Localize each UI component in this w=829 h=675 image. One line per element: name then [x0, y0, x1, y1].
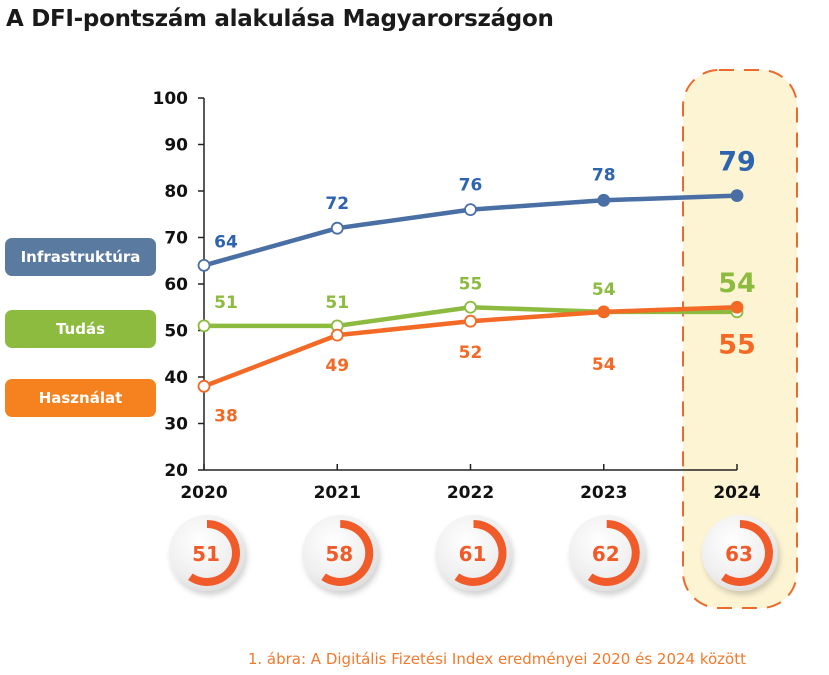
- data-point-infrastruktura: [730, 189, 744, 203]
- data-point-hasznalat: [330, 328, 344, 342]
- dfi-score-value: 58: [325, 542, 353, 566]
- data-label-tudas: 51: [214, 293, 238, 313]
- dfi-score-badge: 61: [435, 515, 512, 591]
- highlight-box-2024: [682, 69, 798, 609]
- legend-hasznalat: Használat: [5, 379, 156, 417]
- badge-arc: [321, 520, 374, 586]
- data-point-hasznalat: [464, 314, 477, 328]
- data-point-infrastruktura: [197, 258, 211, 272]
- figure-caption: 1. ábra: A Digitális Fizetési Index ered…: [247, 650, 746, 668]
- data-label-tudas: 54: [592, 280, 616, 300]
- data-label-infrastruktura: 79: [718, 147, 756, 178]
- data-point-hasznalat: [597, 305, 611, 319]
- y-tick-label: 80: [164, 182, 188, 202]
- x-tick-label: 2023: [580, 483, 627, 503]
- y-tick-label: 100: [153, 89, 189, 109]
- data-label-tudas: 54: [718, 268, 756, 299]
- data-point-infrastruktura: [597, 193, 611, 207]
- data-label-infrastruktura: 64: [214, 232, 238, 252]
- data-point-tudas: [197, 319, 211, 333]
- x-tick-label: 2022: [447, 483, 494, 503]
- badge-arc: [454, 520, 507, 586]
- y-tick-label: 30: [164, 415, 188, 435]
- chart-title: A DFI-pontszám alakulása Magyarországon: [6, 6, 554, 32]
- data-label-hasznalat: 55: [718, 329, 756, 360]
- data-label-infrastruktura: 78: [592, 165, 616, 185]
- data-label-hasznalat: 54: [592, 355, 616, 375]
- dfi-score-value: 63: [725, 542, 753, 566]
- data-point-infrastruktura: [464, 203, 477, 217]
- dfi-score-badge: 58: [302, 515, 379, 591]
- data-label-hasznalat: 49: [325, 356, 349, 376]
- y-tick-label: 50: [164, 322, 188, 342]
- badge-arc: [587, 520, 640, 586]
- data-label-hasznalat: 38: [214, 406, 238, 426]
- x-tick-label: 2021: [314, 483, 361, 503]
- legend-tudas: Tudás: [5, 310, 156, 348]
- dfi-score-badge: 51: [169, 515, 245, 591]
- data-label-infrastruktura: 76: [459, 176, 483, 196]
- legend-label-tudas: Tudás: [55, 320, 106, 338]
- y-tick-label: 70: [164, 229, 188, 249]
- data-point-hasznalat: [197, 379, 211, 393]
- dfi-score-value: 61: [459, 542, 487, 566]
- y-tick-label: 40: [164, 368, 188, 388]
- y-tick-label: 90: [164, 136, 188, 156]
- legend-infrastruktura: Infrastruktúra: [5, 238, 156, 276]
- data-point-infrastruktura: [330, 221, 344, 235]
- dfi-score-value: 51: [192, 542, 220, 566]
- data-label-infrastruktura: 72: [325, 194, 349, 214]
- dfi-score-badge: 62: [568, 515, 645, 591]
- badge-arc: [188, 520, 240, 586]
- badge-arc: [721, 520, 773, 586]
- data-point-hasznalat: [730, 300, 744, 314]
- legend-label-hasznalat: Használat: [38, 389, 123, 407]
- data-label-tudas: 55: [459, 274, 483, 294]
- dfi-score-badge: 63: [702, 515, 778, 591]
- data-point-tudas: [464, 300, 477, 314]
- data-label-tudas: 51: [325, 293, 349, 313]
- x-tick-label: 2020: [180, 483, 227, 503]
- x-tick-label: 2024: [713, 483, 760, 503]
- y-tick-label: 20: [164, 461, 188, 481]
- data-label-hasznalat: 52: [459, 343, 483, 363]
- dfi-score-value: 62: [592, 542, 620, 566]
- y-tick-label: 60: [164, 275, 188, 295]
- legend-label-infrastruktura: Infrastruktúra: [20, 248, 141, 266]
